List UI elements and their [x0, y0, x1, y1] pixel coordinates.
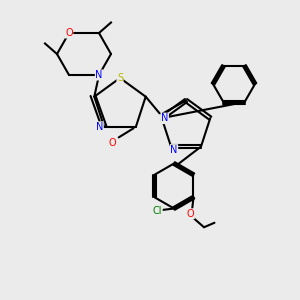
Text: Cl: Cl	[153, 206, 162, 217]
Text: N: N	[95, 70, 103, 80]
Text: N: N	[96, 122, 103, 132]
Text: N: N	[170, 145, 178, 154]
Text: O: O	[108, 138, 116, 148]
Text: N: N	[161, 113, 168, 123]
Text: H: H	[159, 115, 165, 124]
Text: S: S	[117, 73, 123, 83]
Text: O: O	[65, 28, 73, 38]
Text: O: O	[187, 209, 194, 219]
